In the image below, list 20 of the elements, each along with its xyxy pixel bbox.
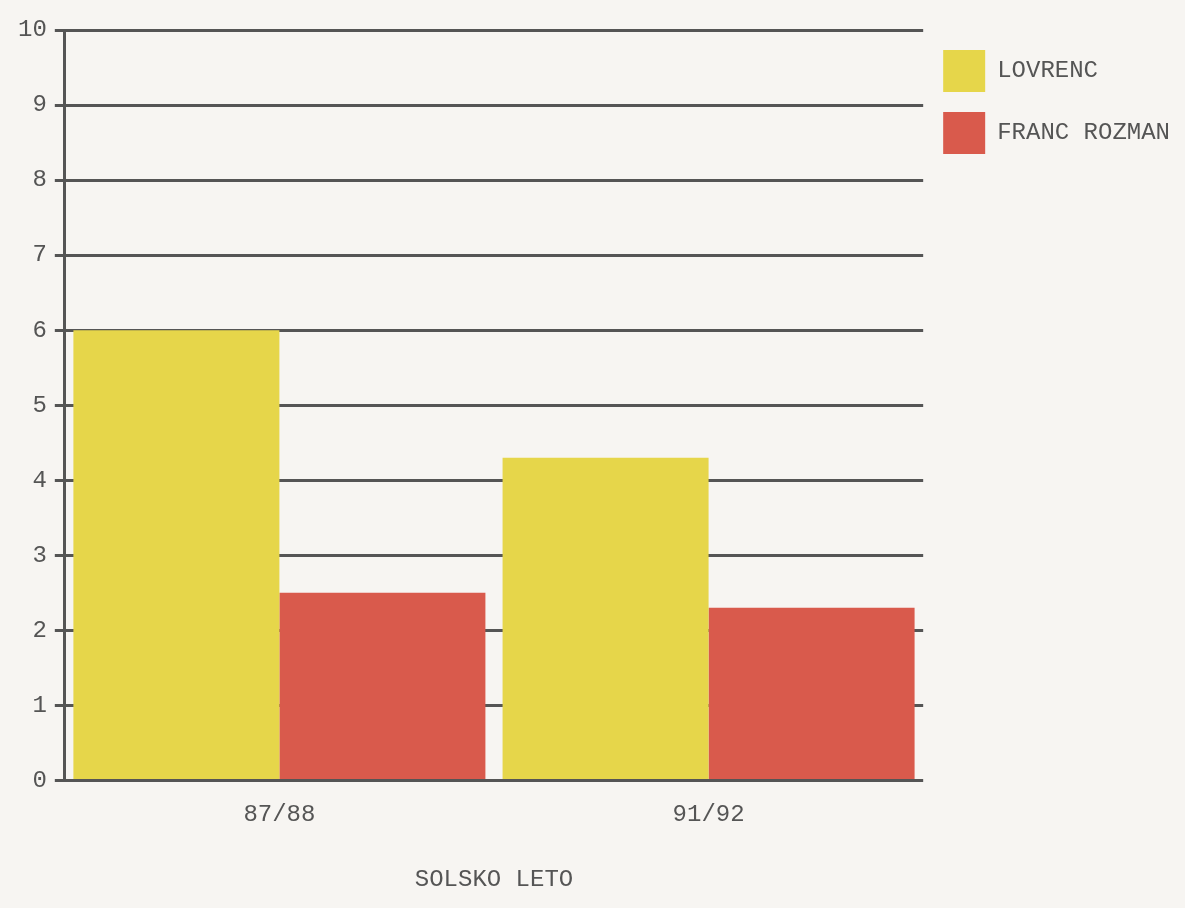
bar [708, 607, 915, 779]
y-tick-label: 6 [32, 316, 47, 344]
y-tick-label: 5 [32, 391, 47, 419]
y-tick-label: 7 [32, 241, 47, 269]
y-tick-label: 8 [32, 166, 47, 194]
legend-label: FRANC ROZMAN [997, 119, 1170, 147]
x-tick-label: 87/88 [243, 801, 316, 829]
x-axis-title: SOLSKO LETO [414, 865, 574, 893]
y-tick-label: 9 [32, 91, 47, 119]
y-tick-label: 0 [32, 766, 47, 794]
y-tick-label: 10 [17, 16, 47, 44]
bar [73, 330, 280, 779]
y-tick-label: 2 [32, 616, 47, 644]
x-tick-label: 91/92 [672, 801, 745, 829]
bar [502, 457, 709, 779]
legend-label: LOVRENC [997, 57, 1098, 85]
y-tick-label: 1 [32, 691, 47, 719]
bar [279, 592, 486, 779]
y-tick-label: 4 [32, 466, 47, 494]
y-tick-label: 3 [32, 541, 47, 569]
